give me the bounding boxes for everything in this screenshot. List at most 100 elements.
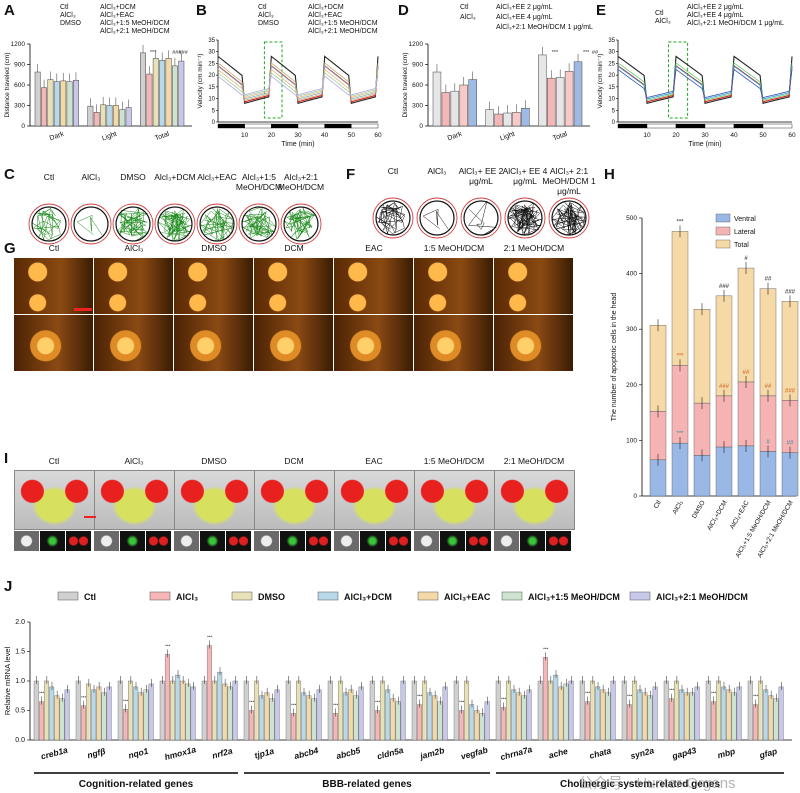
- total-significance: ###: [719, 284, 730, 290]
- series-line: [217, 68, 379, 99]
- bar: [542, 657, 548, 741]
- significance-mark: ***: [123, 698, 129, 703]
- bar: [125, 107, 132, 127]
- lateral-significance: ***: [676, 353, 684, 359]
- panel-label-g: G: [4, 240, 16, 257]
- trajectory-label: Alcl₃+EAC: [197, 172, 237, 182]
- apoptosis-image: [174, 315, 253, 371]
- swim-path: [376, 201, 406, 234]
- legend-e-ctl: Ctl: [655, 10, 664, 17]
- bar: [374, 710, 380, 741]
- scale-bar: [84, 516, 96, 518]
- bar: [100, 104, 107, 127]
- x-tick-label: 20: [672, 132, 680, 139]
- panel-label-h: H: [604, 166, 615, 183]
- legend-swatch: [417, 591, 439, 601]
- bar: [138, 692, 144, 741]
- legend-swatch: [629, 591, 651, 601]
- y-tick-label: 25: [608, 61, 615, 67]
- bar: [626, 704, 632, 741]
- image-column-label: DCM: [284, 456, 304, 466]
- bar: [159, 60, 166, 127]
- apoptosis-image: [94, 258, 173, 314]
- y-tick-label: 30: [608, 50, 615, 56]
- bar: [64, 689, 70, 741]
- bar: [171, 65, 178, 127]
- series-line: [617, 64, 793, 103]
- bar: [180, 680, 186, 741]
- bar: [474, 710, 480, 741]
- y-tick-label: 10: [608, 97, 615, 103]
- category-label: BBB-related genes: [322, 779, 412, 790]
- legend-swatch: [149, 591, 171, 601]
- legend-label: AlCl₃+2:1 MeOH/DCM: [656, 592, 748, 602]
- channel-thumbnail: [466, 531, 491, 551]
- apoptosis-image: [414, 315, 493, 371]
- y-tick-label: 0.5: [15, 708, 25, 715]
- bar: [694, 686, 700, 741]
- x-tick-label: AlCl₃: [671, 499, 685, 515]
- channel-thumbnail: [494, 531, 519, 551]
- lateral-significance: ###: [785, 388, 796, 394]
- bar: [369, 680, 375, 741]
- edge-path: [551, 200, 587, 236]
- legend-label: AlCl₃: [176, 592, 198, 602]
- bar: [327, 680, 333, 741]
- vasculature-image: [174, 470, 255, 530]
- gene-label: chata: [588, 745, 612, 760]
- x-tick-label: Dark: [49, 131, 66, 143]
- x-tick-label: Light: [499, 131, 516, 143]
- bar: [416, 704, 422, 741]
- significance-mark: ***: [39, 691, 45, 696]
- bar: [564, 71, 574, 127]
- x-tick-label: 40: [321, 132, 329, 139]
- bar: [54, 695, 60, 741]
- bar: [190, 686, 196, 741]
- gene-label: mbp: [716, 746, 736, 760]
- bar: [600, 689, 606, 741]
- edge-path: [419, 200, 455, 236]
- legend-label: AlCl₃+1:5 MeOH/DCM: [528, 592, 620, 602]
- category-label: Cholinergic system-related genes: [560, 779, 720, 790]
- arena-circle: [112, 203, 154, 245]
- channel-thumbnail: [306, 531, 331, 551]
- y-tick-label: 900: [412, 62, 423, 69]
- series-line: [217, 62, 379, 101]
- edge-path: [73, 206, 109, 242]
- total-significance: #: [744, 256, 748, 262]
- x-tick-label: 50: [348, 132, 356, 139]
- channel-thumbnail: [66, 531, 91, 551]
- legend-label: AlCl₃+DCM: [344, 592, 392, 602]
- gene-label: abcb5: [335, 745, 362, 761]
- total-significance: ##: [765, 277, 772, 283]
- bar: [595, 686, 601, 741]
- panel-label-d: D: [398, 2, 409, 19]
- bar-lateral: [737, 381, 755, 447]
- image-column-label: 2:1 MeOH/DCM: [503, 243, 565, 253]
- bar: [201, 680, 207, 741]
- y-tick-label: 300: [626, 326, 637, 333]
- panel-j-chart: Ctl AlCl₃ DMSO AlCl₃+DCM AlCl₃+EAC AlCl₃+1:5 …: [3, 591, 792, 790]
- gene-label: nqo1: [127, 746, 149, 761]
- bar: [343, 692, 349, 741]
- y-tick-label: 0: [633, 493, 637, 500]
- panel-b-chart: 0 5 10 15 20 25 30 35 10 20 30 40 50 60 Time (min) Velo…: [197, 38, 382, 148]
- image-column-label: AlCl₃: [124, 243, 144, 253]
- light-dark-bar: [762, 123, 793, 129]
- bar: [75, 680, 81, 741]
- gene-label: ache: [548, 746, 570, 761]
- y-tick-label: 10: [208, 97, 215, 103]
- apoptosis-image: [94, 315, 173, 371]
- highlight-box: [667, 41, 689, 119]
- light-dark-bar: [351, 123, 379, 129]
- trajectory-label: AlCl₃: [427, 166, 447, 176]
- bar-total: [649, 325, 667, 412]
- bar: [485, 109, 494, 127]
- total-significance: ***: [676, 219, 684, 225]
- bar-total: [737, 267, 755, 383]
- panel-d-legend: Ctl AlCl₃ AlCl₃+EE 2 μg/mL AlCl₃+EE 4 μg…: [460, 4, 610, 32]
- apoptosis-image: [174, 258, 253, 314]
- panel-label-b: B: [196, 2, 207, 19]
